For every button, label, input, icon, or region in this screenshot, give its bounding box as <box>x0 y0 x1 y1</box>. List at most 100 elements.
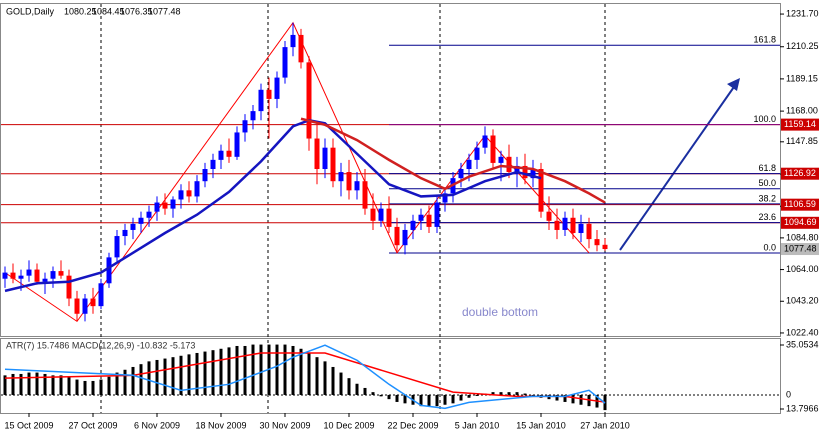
candle-body <box>474 147 480 160</box>
candle-body <box>402 229 408 246</box>
x-tick-label: 22 Dec 2009 <box>387 420 438 430</box>
fib-label: 0.0 <box>763 242 776 252</box>
histogram-bar <box>75 379 79 395</box>
histogram-bar <box>139 364 143 395</box>
y2-tick-label: 35.0534 <box>786 339 819 349</box>
histogram-bar <box>243 345 247 395</box>
histogram-bar <box>99 379 103 395</box>
candle-body <box>290 34 296 48</box>
candle-body <box>178 190 184 200</box>
level-label: 1094.69 <box>784 217 817 227</box>
indicator-line <box>4 118 542 293</box>
histogram-bar <box>115 372 119 395</box>
level-label-box <box>781 198 819 211</box>
histogram-bar <box>323 361 327 395</box>
histogram-bar <box>3 375 7 395</box>
period-separators <box>100 4 606 413</box>
histogram-bar <box>171 357 175 395</box>
histogram-bar <box>419 394 423 407</box>
histogram-bar <box>179 355 183 395</box>
candle-body <box>114 236 120 258</box>
histogram-bar <box>211 350 215 395</box>
candle-body <box>42 278 48 282</box>
level-label-box <box>781 167 819 180</box>
candle-body <box>594 239 600 246</box>
x-tick-label: 27 Oct 2009 <box>68 420 117 430</box>
candle-body <box>10 272 16 279</box>
candle-body <box>570 217 576 234</box>
candle-body <box>514 165 520 173</box>
candle-body <box>34 269 40 282</box>
header-close: 1077.48 <box>148 6 181 16</box>
candle-body <box>578 223 584 234</box>
histogram-bar <box>339 372 343 395</box>
candle-body <box>506 156 512 173</box>
last-price-box <box>781 243 819 256</box>
candle-body <box>2 272 8 279</box>
histogram-bar <box>459 394 463 401</box>
histogram-bar <box>283 344 287 395</box>
candle-body <box>234 132 240 157</box>
histogram-bar <box>331 366 335 395</box>
candle-body <box>602 244 608 250</box>
histogram-bar <box>19 373 23 395</box>
histogram-bar <box>523 393 527 395</box>
x-tick-label: 30 Nov 2009 <box>259 420 310 430</box>
histogram-bar <box>531 394 535 396</box>
candle-body <box>522 165 528 179</box>
candle-body <box>210 159 216 170</box>
main-panel-frame <box>0 3 781 337</box>
histogram-bar <box>307 352 311 395</box>
candle-body <box>410 220 416 230</box>
histogram-bar <box>579 394 583 405</box>
histogram-bar <box>43 373 47 395</box>
y-tick-label: 1189.15 <box>786 73 818 83</box>
header-open: 1080.25 <box>64 6 97 16</box>
y-tick-label: 1231.70 <box>786 8 819 18</box>
x-tick-label: 27 Jan 2010 <box>580 420 630 430</box>
candle-body <box>266 89 272 99</box>
candle-body <box>130 223 136 230</box>
candle-body <box>194 181 200 197</box>
candle-body <box>530 169 536 179</box>
y-tick-label: 1043.20 <box>786 296 819 306</box>
candle-body <box>346 172 352 191</box>
candle-body <box>482 135 488 148</box>
histogram-bar <box>51 375 55 395</box>
histogram-bar <box>387 394 391 400</box>
histogram-bar <box>163 358 167 395</box>
level-label-box <box>781 216 819 229</box>
histogram-bar <box>379 394 383 397</box>
fib-label: 61.8 <box>758 163 776 173</box>
histogram-bar <box>395 394 399 402</box>
candle-body <box>298 34 304 63</box>
header-low: 1076.35 <box>120 6 153 16</box>
histogram-bar <box>403 394 407 404</box>
histogram-bar <box>515 392 519 395</box>
y2-tick-label: 13.7966 <box>786 403 819 413</box>
candle-body <box>58 271 64 276</box>
x-tick-label: 10 Dec 2009 <box>323 420 374 430</box>
indicator-title: ATR(7) 15.7486 MACD(12,26,9) -10.832 -5.… <box>6 340 195 350</box>
indicator-panel-frame <box>0 338 781 414</box>
histogram-bar <box>251 344 255 395</box>
level-label: 1126.92 <box>784 168 816 178</box>
candle-body <box>218 150 224 160</box>
histogram-bar <box>123 369 127 395</box>
candle-body <box>378 208 384 221</box>
y-tick-label: 1064.00 <box>786 264 819 274</box>
candle-body <box>338 172 344 182</box>
candle-body <box>18 275 24 279</box>
histogram-bar <box>347 378 351 395</box>
histogram-bar <box>147 361 151 395</box>
level-label-box <box>781 118 819 131</box>
candle-body <box>562 217 568 230</box>
candle-body <box>490 135 496 163</box>
candle-body <box>82 298 88 314</box>
candle-body <box>466 159 472 170</box>
histogram-bar <box>435 394 439 407</box>
histogram-bar <box>275 344 279 395</box>
histogram-bar <box>291 345 295 395</box>
histogram-bar <box>427 394 431 407</box>
